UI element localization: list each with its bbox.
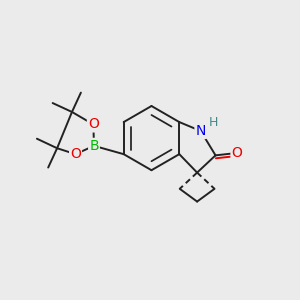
Text: B: B [89,139,99,153]
Text: O: O [88,117,99,131]
Text: H: H [208,116,218,129]
Text: O: O [232,146,242,160]
Text: N: N [196,124,206,138]
Text: O: O [70,147,81,161]
